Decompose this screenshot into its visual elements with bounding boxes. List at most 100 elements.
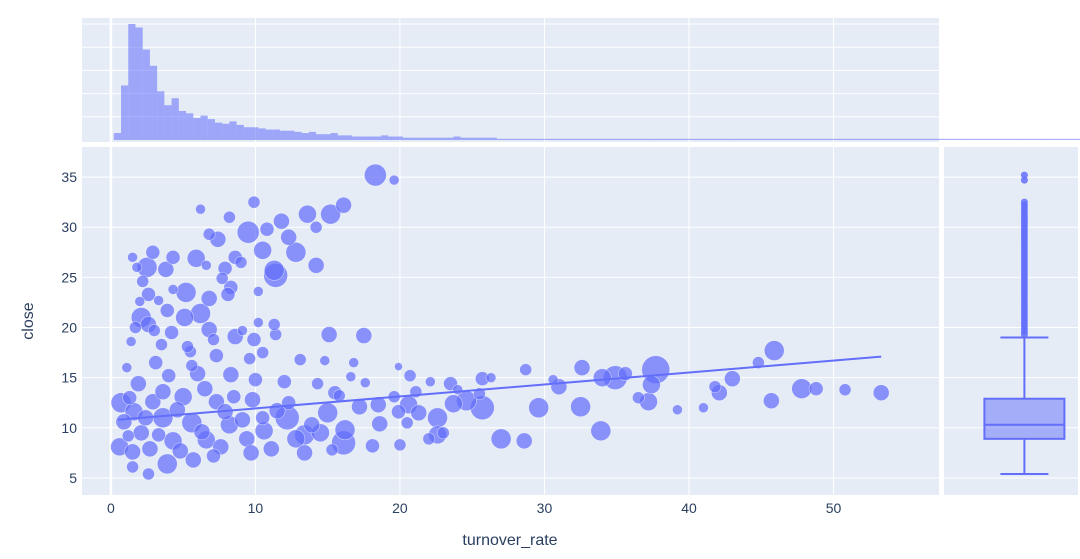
scatter-point <box>485 372 497 383</box>
histogram-bar <box>294 131 302 140</box>
box-gridlines <box>944 176 1078 479</box>
histogram-bar <box>503 138 512 140</box>
histogram-bar <box>395 136 403 140</box>
scatter-point <box>244 391 261 409</box>
scatter-point <box>126 460 139 474</box>
histogram-bar <box>164 105 172 140</box>
histogram-bar <box>200 115 208 140</box>
histogram-bar <box>1074 138 1080 140</box>
scatter-point <box>125 336 137 347</box>
x-tick-label: 30 <box>537 500 553 516</box>
histogram-bar <box>952 138 960 140</box>
y-tick-label: 30 <box>61 219 77 235</box>
scatter-point <box>200 290 218 307</box>
scatter-point <box>436 426 450 440</box>
histogram-bar <box>171 98 179 140</box>
histogram-bar <box>648 138 656 140</box>
histogram-bar <box>728 138 736 140</box>
histogram-bar <box>402 137 411 140</box>
scatter-point <box>253 317 264 328</box>
scatter-point <box>286 429 306 449</box>
histogram-bar <box>1067 138 1075 140</box>
scatter-point <box>332 389 346 403</box>
scatter-point <box>242 444 260 462</box>
scatter-point <box>196 380 214 397</box>
y-axis-title: close <box>20 302 37 339</box>
scatter-point <box>365 438 380 454</box>
scatter-point <box>134 296 146 307</box>
scatter-point <box>234 256 248 269</box>
histogram-bar <box>1031 138 1039 140</box>
scatter-point <box>202 227 216 241</box>
scatter-point <box>255 410 270 426</box>
scatter-point <box>153 295 164 306</box>
histogram-bar <box>410 137 418 140</box>
histogram-bar <box>966 138 974 140</box>
histogram-bar <box>453 136 461 140</box>
histogram-bar <box>540 138 548 140</box>
histogram-bar <box>308 131 317 140</box>
histogram-bar <box>670 138 678 140</box>
histogram-bar <box>706 138 714 140</box>
histogram-bar <box>352 136 360 140</box>
scatter-point <box>154 383 172 401</box>
histogram-bar <box>836 138 844 140</box>
histogram-bar <box>691 138 700 140</box>
histogram-bar <box>988 138 996 140</box>
y-tick-label: 35 <box>61 169 77 185</box>
scatter-point <box>335 196 352 214</box>
scatter-point <box>243 352 256 365</box>
scatter-point <box>570 396 591 418</box>
histogram-bars <box>113 24 1080 141</box>
scatter-point <box>519 363 532 376</box>
scatter-point <box>391 404 406 420</box>
scatter-point <box>317 402 338 424</box>
scatter-point <box>237 325 248 336</box>
box-iqr <box>983 397 1066 440</box>
scatter-point <box>141 440 159 458</box>
histogram-bar <box>532 138 541 140</box>
scatter-point <box>672 404 683 416</box>
histogram-bar <box>612 138 620 140</box>
scatter-point <box>124 443 141 461</box>
histogram-bar <box>807 138 815 140</box>
histogram-bar <box>590 138 598 140</box>
scatter-point <box>298 204 317 224</box>
histogram-bar <box>128 24 136 140</box>
histogram-bar <box>821 138 830 140</box>
histogram-bar <box>923 138 931 140</box>
histogram-gridlines <box>82 18 939 142</box>
scatter-point <box>281 395 296 411</box>
scatter-point <box>632 391 645 405</box>
scatter-points <box>110 163 890 481</box>
scatter-point <box>175 308 194 327</box>
scatter-point <box>708 380 722 393</box>
scatter-point <box>129 321 142 334</box>
box-outlier <box>1020 198 1028 206</box>
scatter-point <box>147 324 161 337</box>
scatter-point <box>263 440 280 458</box>
box-plot <box>983 171 1066 475</box>
histogram-bar <box>236 124 244 140</box>
scatter-point <box>157 261 175 278</box>
x-tick-label: 50 <box>826 500 842 516</box>
histogram-bar <box>388 136 396 140</box>
scatter-point <box>185 359 199 372</box>
histogram-bar <box>547 138 555 140</box>
scatter-point <box>334 419 356 441</box>
scatter-point <box>394 362 403 371</box>
scatter-point <box>808 381 824 396</box>
scatter-point <box>234 411 251 429</box>
scatter-point <box>161 368 177 383</box>
x-tick-label: 10 <box>248 500 264 516</box>
x-axis-title: turnover_rate <box>462 532 557 549</box>
scatter-point <box>427 407 448 429</box>
scatter-point <box>207 333 220 346</box>
histogram-bar <box>756 138 765 140</box>
histogram-bar <box>605 138 613 140</box>
scatter-point <box>247 195 261 209</box>
histogram-bar <box>446 137 454 140</box>
scatter-point <box>132 424 150 442</box>
scatter-point <box>872 384 890 402</box>
